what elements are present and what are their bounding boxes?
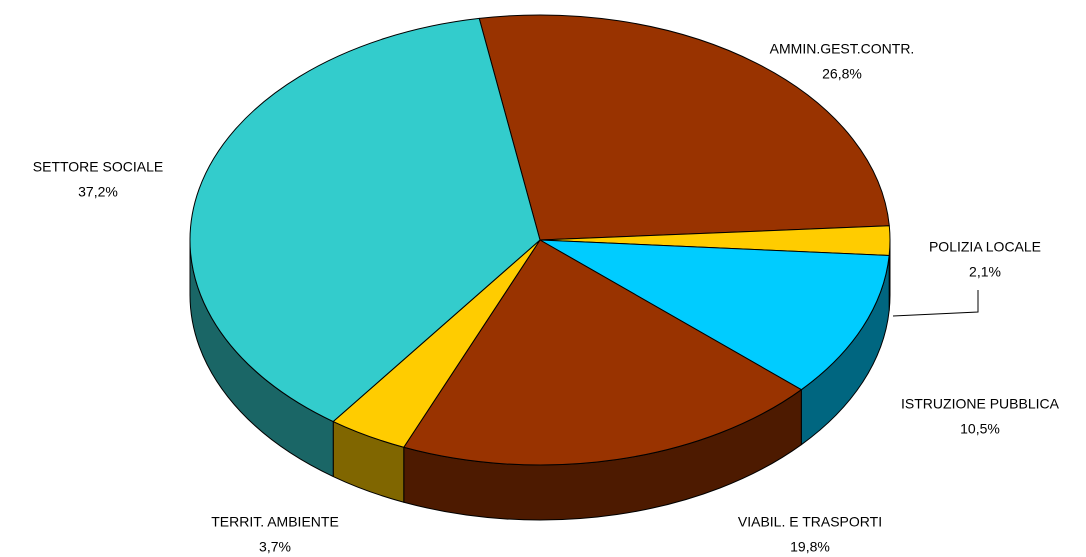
pie-slice [189, 17, 541, 423]
leader-line [892, 290, 979, 317]
value-label: 19,8% [790, 539, 830, 555]
pie-tops [189, 14, 891, 466]
value-label: 37,2% [78, 184, 118, 200]
value-label: 26,8% [822, 66, 862, 82]
category-label: ISTRUZIONE PUBBLICA [901, 396, 1060, 412]
value-label: 2,1% [969, 264, 1001, 280]
pie-slice [478, 14, 890, 241]
category-label: AMMIN.GEST.CONTR. [770, 41, 915, 57]
value-label: 3,7% [259, 539, 291, 555]
category-label: VIABIL. E TRASPORTI [738, 514, 882, 530]
labels: AMMIN.GEST.CONTR. 26,8% POLIZIA LOCALE 2,1%… [33, 41, 1060, 555]
pie-sides [189, 239, 891, 521]
category-label: POLIZIA LOCALE [929, 239, 1041, 255]
category-label: TERRIT. AMBIENTE [211, 514, 339, 530]
category-label: SETTORE SOCIALE [33, 159, 163, 175]
value-label: 10,5% [960, 421, 1000, 437]
pie-slice [539, 239, 890, 391]
